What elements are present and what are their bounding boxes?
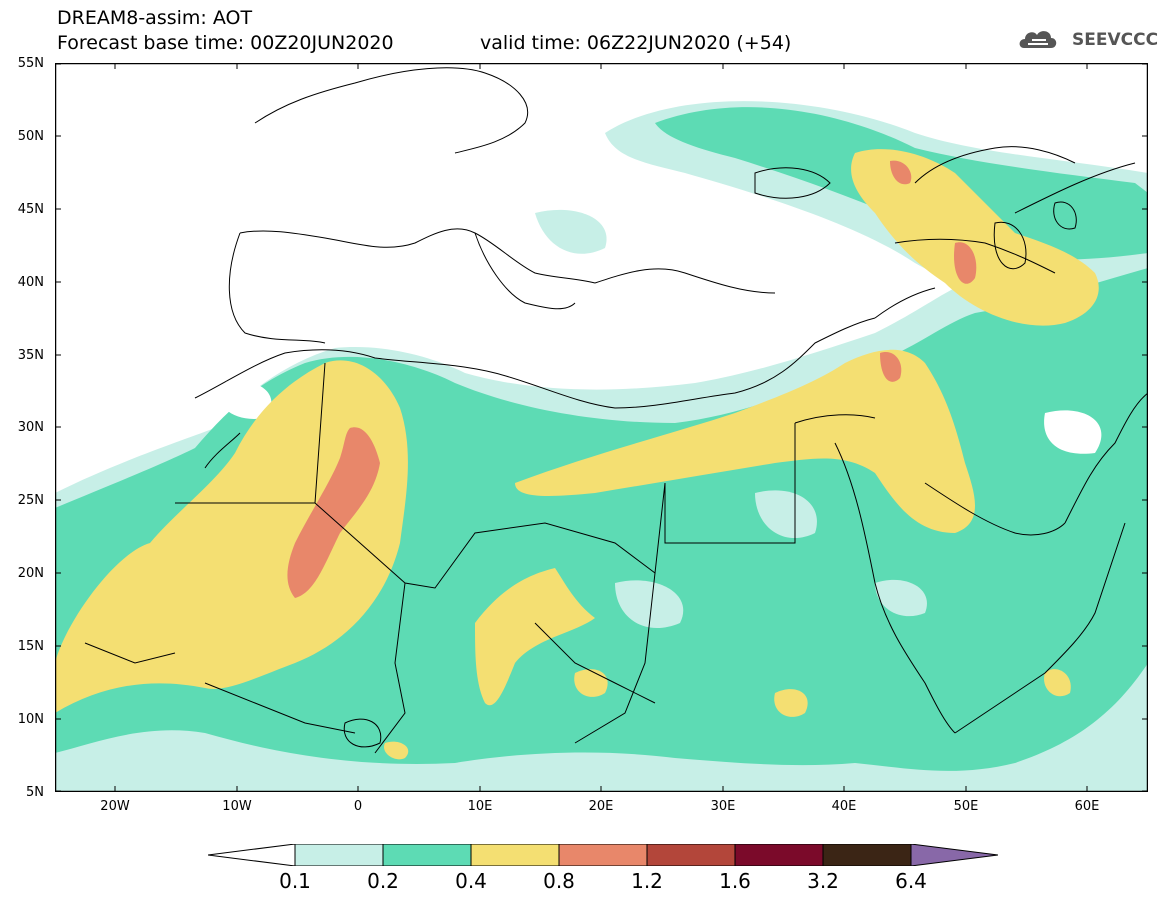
coastlines bbox=[84, 67, 1148, 754]
forecast-base-time: Forecast base time: 00Z20JUN2020 bbox=[57, 32, 394, 54]
colorbar-swatch-0.8 bbox=[558, 844, 648, 866]
lat-label-10n: 10N bbox=[17, 712, 44, 727]
colorbar-swatch-1.2 bbox=[646, 844, 736, 866]
lat-label-40n: 40N bbox=[17, 275, 44, 290]
lon-label-40e: 40E bbox=[831, 799, 857, 814]
lon-label-60e: 60E bbox=[1074, 799, 1100, 814]
lat-label-35n: 35N bbox=[17, 348, 44, 363]
lat-label-25n: 25N bbox=[17, 493, 44, 508]
colorbar bbox=[208, 844, 998, 866]
logo-text: SEEVCCC bbox=[1072, 30, 1159, 50]
lon-label-20w: 20W bbox=[100, 799, 130, 814]
map-frame bbox=[55, 63, 1148, 792]
lon-label-10w: 10W bbox=[222, 799, 252, 814]
aot-map bbox=[55, 63, 1148, 792]
colorbar-swatch-0.1 bbox=[294, 844, 384, 866]
colorbar-label: 0.1 bbox=[279, 869, 311, 893]
lat-label-50n: 50N bbox=[17, 129, 44, 144]
lon-label-50e: 50E bbox=[953, 799, 979, 814]
valid-time: valid time: 06Z22JUN2020 (+54) bbox=[480, 32, 792, 54]
colorbar-swatch-0.4 bbox=[470, 844, 560, 866]
colorbar-swatch-6.4 bbox=[910, 844, 998, 866]
colorbar-swatch-3.2 bbox=[822, 844, 912, 866]
colorbar-swatch-0.2 bbox=[382, 844, 472, 866]
lat-label-55n: 55N bbox=[17, 56, 44, 71]
colorbar-label: 3.2 bbox=[807, 869, 839, 893]
aot-band-0.4 bbox=[55, 149, 1099, 760]
lon-label-10e: 10E bbox=[467, 799, 493, 814]
colorbar-label: 0.8 bbox=[543, 869, 575, 893]
lat-label-15n: 15N bbox=[17, 639, 44, 654]
axis-ticks bbox=[55, 63, 1148, 792]
lon-label-0: 0 bbox=[353, 799, 363, 814]
lat-label-30n: 30N bbox=[17, 420, 44, 435]
colorbar-swatch-below-0.1 bbox=[208, 844, 296, 866]
lat-label-5n: 5N bbox=[26, 785, 44, 800]
colorbar-label: 6.4 bbox=[895, 869, 927, 893]
lat-label-45n: 45N bbox=[17, 202, 44, 217]
lon-label-30e: 30E bbox=[710, 799, 736, 814]
lat-label-20n: 20N bbox=[17, 566, 44, 581]
colorbar-label: 1.2 bbox=[631, 869, 663, 893]
aot-holes bbox=[215, 287, 1102, 454]
map-title: DREAM8-assim: AOT bbox=[57, 7, 253, 29]
colorbar-label: 0.2 bbox=[367, 869, 399, 893]
seevccc-logo bbox=[1019, 31, 1057, 48]
colorbar-swatch-1.6 bbox=[734, 844, 824, 866]
lon-label-20e: 20E bbox=[588, 799, 614, 814]
colorbar-label: 0.4 bbox=[455, 869, 487, 893]
colorbar-label: 1.6 bbox=[719, 869, 751, 893]
aot-band-0.8 bbox=[287, 160, 977, 598]
